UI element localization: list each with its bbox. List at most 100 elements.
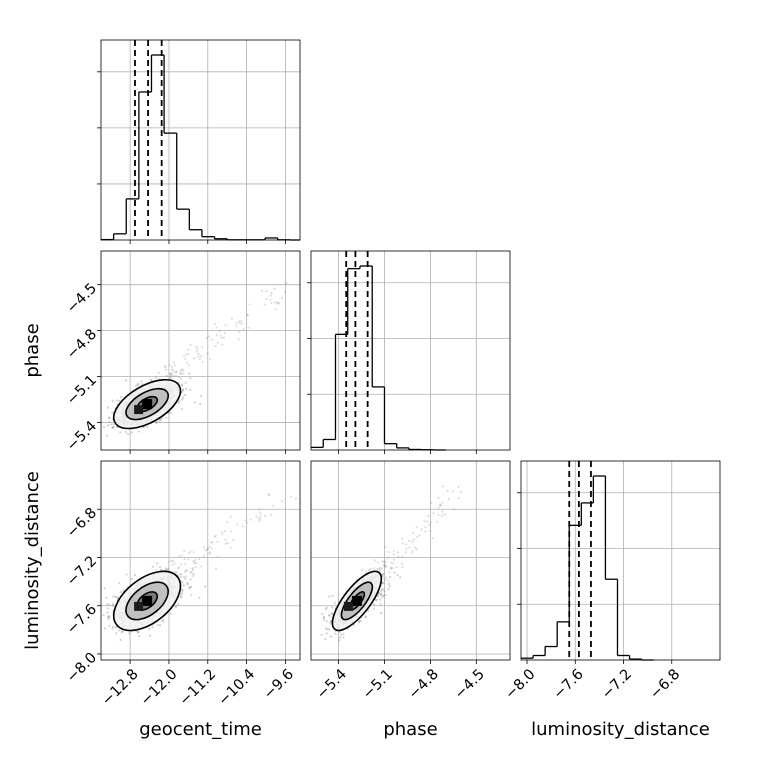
sample-point bbox=[137, 630, 140, 634]
sample-point bbox=[240, 319, 243, 323]
sample-point bbox=[214, 567, 218, 571]
axis-labels: geocent_time phase luminosity_distancephas… bbox=[22, 323, 710, 740]
sample-point bbox=[164, 368, 167, 371]
sample-point bbox=[182, 372, 185, 375]
sample-point bbox=[404, 551, 407, 554]
sample-point bbox=[164, 568, 167, 571]
sample-point bbox=[219, 334, 222, 337]
sample-point bbox=[273, 301, 276, 304]
panel-frame bbox=[100, 39, 301, 241]
sample-point bbox=[357, 621, 361, 624]
sample-point bbox=[192, 573, 195, 576]
y-axis-label: luminosity_distance bbox=[22, 471, 43, 650]
sample-point bbox=[193, 562, 196, 565]
sample-point bbox=[334, 632, 337, 635]
sample-point bbox=[237, 338, 240, 341]
sample-point bbox=[379, 569, 382, 572]
sample-point bbox=[381, 573, 384, 576]
sample-point bbox=[258, 519, 261, 522]
sample-point bbox=[189, 578, 192, 581]
sample-point bbox=[181, 589, 184, 592]
sample-point bbox=[382, 573, 386, 576]
sample-point bbox=[358, 620, 361, 623]
sample-point bbox=[236, 523, 239, 526]
sample-point bbox=[141, 383, 144, 386]
sample-point bbox=[119, 591, 122, 594]
panel-frame bbox=[310, 250, 511, 451]
y-tick-label: −7.6 bbox=[64, 601, 100, 637]
sample-point bbox=[247, 326, 250, 329]
sample-point bbox=[191, 569, 194, 572]
sample-point bbox=[159, 418, 162, 421]
sample-point bbox=[397, 555, 400, 558]
sample-point bbox=[325, 606, 328, 609]
sample-point bbox=[189, 550, 192, 553]
joint-panel-geocent_time-phase bbox=[97, 250, 301, 454]
sample-point bbox=[180, 372, 183, 375]
sample-point bbox=[181, 398, 184, 401]
sample-point bbox=[187, 558, 190, 561]
sample-point bbox=[105, 434, 108, 437]
sample-point bbox=[111, 602, 115, 606]
sample-point bbox=[424, 526, 427, 529]
sample-point bbox=[186, 361, 189, 364]
y-tick-label: −4.5 bbox=[64, 280, 100, 316]
marginal-panel-phase bbox=[307, 250, 511, 454]
sample-point bbox=[102, 426, 106, 429]
sample-point bbox=[401, 566, 404, 569]
sample-point bbox=[189, 343, 192, 346]
sample-point bbox=[373, 559, 376, 562]
sample-point bbox=[182, 575, 185, 578]
sample-point bbox=[189, 585, 193, 588]
sample-point bbox=[265, 290, 268, 293]
sample-point bbox=[379, 594, 382, 597]
sample-point bbox=[441, 514, 444, 517]
sample-point bbox=[111, 426, 114, 429]
sample-point bbox=[135, 630, 138, 633]
density-peak bbox=[142, 595, 153, 606]
sample-point bbox=[122, 589, 125, 592]
sample-point bbox=[197, 352, 200, 355]
sample-point bbox=[244, 519, 247, 522]
sample-point bbox=[112, 595, 115, 598]
sample-point bbox=[157, 371, 160, 374]
sample-point bbox=[382, 594, 385, 597]
sample-point bbox=[389, 567, 393, 570]
sample-point bbox=[246, 521, 249, 525]
sample-point bbox=[321, 612, 324, 616]
sample-point bbox=[383, 564, 386, 567]
sample-point bbox=[397, 551, 400, 554]
sample-point bbox=[114, 595, 117, 599]
sample-point bbox=[379, 598, 382, 601]
sample-point bbox=[184, 381, 187, 384]
sample-point bbox=[412, 531, 415, 535]
sample-point bbox=[106, 406, 110, 409]
sample-point bbox=[175, 374, 178, 377]
sample-point bbox=[381, 575, 385, 578]
sample-point bbox=[273, 287, 276, 290]
sample-point bbox=[148, 628, 151, 631]
sample-point bbox=[180, 383, 183, 386]
sample-point bbox=[151, 626, 154, 629]
sample-point bbox=[184, 575, 188, 578]
sample-point bbox=[179, 595, 182, 598]
sample-point bbox=[342, 633, 345, 636]
sample-point bbox=[158, 419, 161, 422]
sample-point bbox=[387, 550, 390, 554]
sample-point bbox=[388, 571, 391, 574]
sample-point bbox=[452, 508, 455, 511]
sample-point bbox=[383, 563, 386, 566]
sample-point bbox=[182, 388, 185, 391]
sample-point bbox=[208, 545, 211, 549]
sample-point bbox=[325, 620, 328, 623]
sample-point bbox=[148, 634, 151, 637]
sample-point bbox=[290, 495, 293, 499]
sample-point bbox=[224, 530, 227, 533]
sample-point bbox=[167, 567, 170, 570]
sample-point bbox=[230, 317, 233, 320]
sample-point bbox=[426, 520, 429, 523]
sample-point bbox=[267, 493, 270, 497]
x-axis-label: geocent_time bbox=[139, 719, 262, 740]
sample-point bbox=[364, 616, 367, 619]
sample-point bbox=[121, 630, 124, 633]
